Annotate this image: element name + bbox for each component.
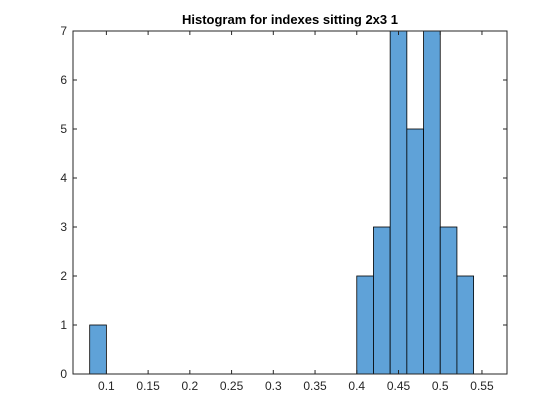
y-tick-label-7: 7 bbox=[60, 24, 67, 38]
x-tick-label-2: 0.2 bbox=[182, 379, 199, 393]
y-tick-label-5: 5 bbox=[60, 122, 67, 136]
x-tick-label-9: 0.55 bbox=[470, 379, 494, 393]
histogram-bar-5 bbox=[423, 30, 441, 375]
histogram-bar-4 bbox=[406, 128, 424, 375]
y-tick-label-3: 3 bbox=[60, 220, 67, 234]
axes-box bbox=[72, 30, 508, 375]
x-tick-label-3: 0.25 bbox=[220, 379, 244, 393]
x-tick-label-8: 0.5 bbox=[432, 379, 449, 393]
y-axis-ticks: 0 1 2 3 4 5 6 7 bbox=[60, 24, 507, 381]
x-axis-ticks: 0.1 0.15 0.2 0.25 0.3 0.35 0.4 0.45 0.5 0.55 bbox=[98, 31, 494, 393]
x-tick-label-4: 0.3 bbox=[265, 379, 282, 393]
x-tick-label-0: 0.1 bbox=[98, 379, 115, 393]
x-tick-label-1: 0.15 bbox=[136, 379, 160, 393]
histogram-bar-7 bbox=[456, 275, 475, 375]
histogram-bar-6 bbox=[439, 226, 458, 375]
y-tick-label-6: 6 bbox=[60, 73, 67, 87]
histogram-bar-1 bbox=[356, 275, 374, 375]
y-tick-label-1: 1 bbox=[60, 318, 67, 332]
histogram-bar-3 bbox=[389, 30, 408, 375]
x-tick-label-6: 0.4 bbox=[348, 379, 365, 393]
x-tick-label-7: 0.45 bbox=[387, 379, 411, 393]
chart-title: Histogram for indexes sitting 2x3 1 bbox=[182, 12, 398, 27]
y-tick-label-2: 2 bbox=[60, 269, 67, 283]
x-tick-label-5: 0.35 bbox=[303, 379, 327, 393]
y-tick-label-4: 4 bbox=[60, 171, 67, 185]
histogram-bar-2 bbox=[373, 226, 391, 375]
histogram-bar-0 bbox=[89, 324, 107, 375]
bars-group bbox=[89, 30, 475, 375]
y-tick-label-0: 0 bbox=[60, 367, 67, 381]
